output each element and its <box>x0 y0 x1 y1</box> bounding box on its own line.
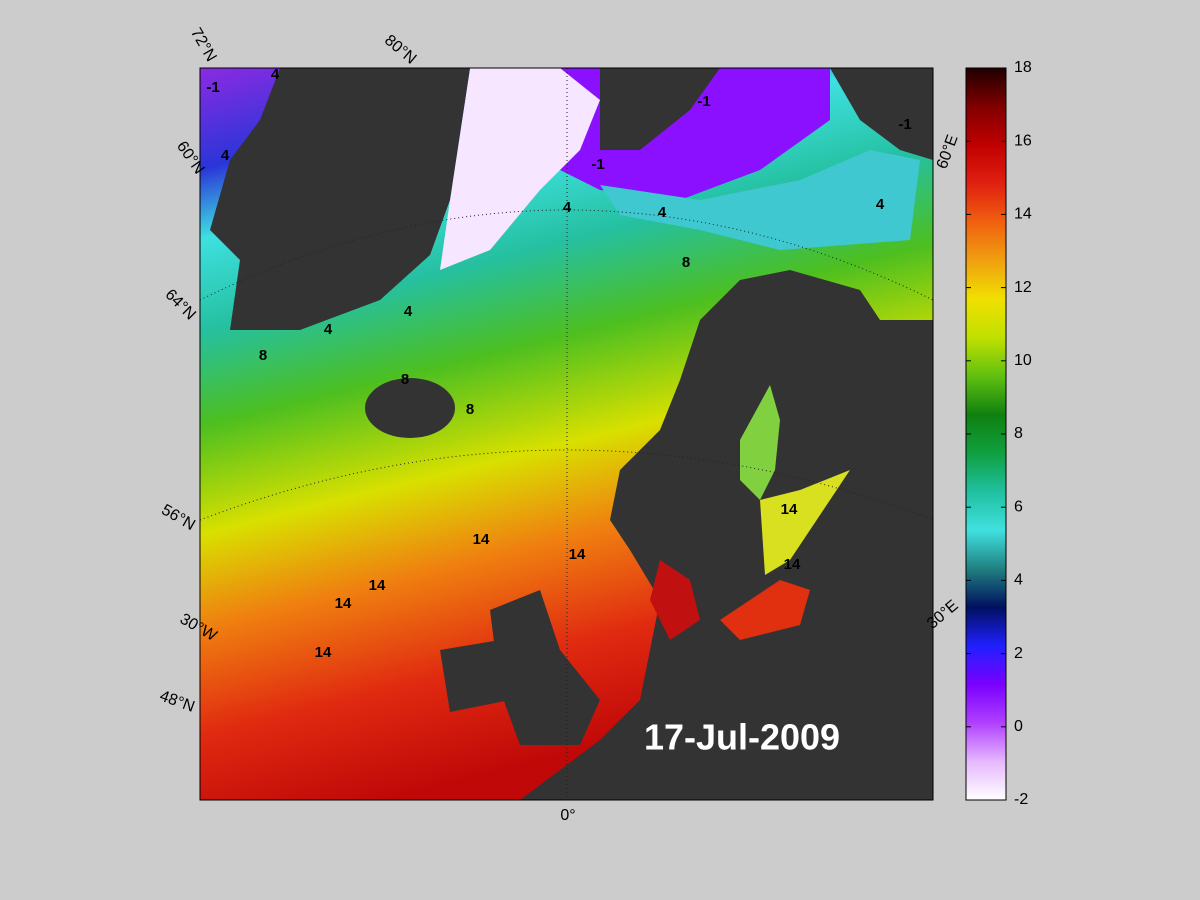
contour-label: 14 <box>369 577 386 594</box>
contour-label: 14 <box>569 546 586 563</box>
contour-label: 4 <box>658 204 667 221</box>
contour-label: 4 <box>221 147 230 164</box>
colorbar-tick-label: 4 <box>1014 572 1023 589</box>
colorbar-tick-label: 8 <box>1014 425 1023 442</box>
date-label: 17-Jul-2009 <box>644 717 840 758</box>
colorbar-tick-label: 10 <box>1014 352 1032 369</box>
great-britain <box>490 590 600 745</box>
scandinavia-europe <box>520 270 933 800</box>
graticule-label: 56°N <box>158 501 197 534</box>
svalbard <box>600 68 720 150</box>
contour-label: 8 <box>401 371 409 388</box>
contour-label: 8 <box>466 401 474 418</box>
graticule-label: 72°N <box>187 25 220 64</box>
colorbar-tick-label: 2 <box>1014 645 1023 662</box>
contour-label: 4 <box>563 199 572 216</box>
contour-label: 14 <box>781 501 798 518</box>
contour-label: 8 <box>259 347 267 364</box>
contour-label: 4 <box>876 196 885 213</box>
graticule-line <box>200 449 933 521</box>
baltic-south <box>720 580 810 640</box>
contour-label: -1 <box>591 156 604 173</box>
contour-label: 14 <box>784 556 801 573</box>
graticule-label: 60°E <box>934 133 962 172</box>
colorbar-tick-label: 6 <box>1014 498 1023 515</box>
baltic-mid <box>760 470 850 575</box>
contour-label: -1 <box>697 93 710 110</box>
graticule-line <box>200 209 933 301</box>
skagerrak <box>650 560 700 640</box>
colorbar-tick-label: 18 <box>1014 59 1032 76</box>
graticule-label: 80°N <box>381 32 419 68</box>
colorbar <box>965 67 1007 801</box>
contour-label: 14 <box>335 595 352 612</box>
map-area <box>200 68 933 800</box>
arctic-land <box>830 68 933 160</box>
colorbar-tick-label: 16 <box>1014 132 1032 149</box>
graticule-label: 64°N <box>162 286 199 323</box>
graticule-label: 0° <box>560 807 575 824</box>
contour-label: -1 <box>898 116 911 133</box>
colorbar-tick-label: 12 <box>1014 279 1032 296</box>
contour-label: 4 <box>324 321 333 338</box>
cool-water <box>600 150 920 250</box>
colorbar-tick-label: 14 <box>1014 206 1032 223</box>
iceland <box>365 378 455 438</box>
sea-ice <box>440 68 600 270</box>
colorbar-tick-label: -2 <box>1014 791 1028 808</box>
greenland <box>210 68 470 330</box>
contour-label: 8 <box>682 254 690 271</box>
map-frame <box>199 67 934 801</box>
graticule-label: 48°N <box>157 688 196 716</box>
ireland <box>440 640 510 712</box>
colorbar-tick-label: 0 <box>1014 718 1023 735</box>
contour-label: 14 <box>315 644 332 661</box>
contour-label: 14 <box>473 531 490 548</box>
contour-labels: -1 4 4 4 4 4 4 4 -1 -1 -1 8 8 8 8 14 14 14 14 14 14 14 <box>206 66 911 661</box>
contour-label: 4 <box>404 303 413 320</box>
contour-label: -1 <box>206 79 219 96</box>
contour-label: 4 <box>271 66 280 83</box>
